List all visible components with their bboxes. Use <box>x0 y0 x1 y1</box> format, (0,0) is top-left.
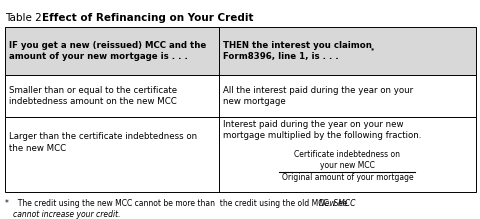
Text: Effect of Refinancing on Your Credit: Effect of Refinancing on Your Credit <box>42 13 253 23</box>
Text: Certificate indebtedness on
your new MCC: Certificate indebtedness on your new MCC <box>294 150 399 170</box>
Text: Larger than the certificate indebtedness on
the new MCC: Larger than the certificate indebtedness… <box>9 132 197 153</box>
Bar <box>5 75 475 117</box>
Bar <box>5 117 475 192</box>
Text: Interest paid during the year on your new
mortgage multiplied by the following f: Interest paid during the year on your ne… <box>222 120 420 140</box>
Text: IF you get a new (reissued) MCC and the
amount of your new mortgage is . . .: IF you get a new (reissued) MCC and the … <box>9 41 206 61</box>
Text: The credit using the new MCC cannot be more than  the credit using the old MCC. : The credit using the new MCC cannot be m… <box>13 199 349 208</box>
Text: All the interest paid during the year on your
new mortgage: All the interest paid during the year on… <box>222 86 412 106</box>
Text: Original amount of your mortgage: Original amount of your mortgage <box>281 173 412 182</box>
Text: New MCC: New MCC <box>318 199 355 208</box>
Text: Smaller than or equal to the certificate
indebtedness amount on the new MCC: Smaller than or equal to the certificate… <box>9 86 177 106</box>
Text: Table 2.: Table 2. <box>5 13 51 23</box>
Text: *: * <box>370 48 373 53</box>
Text: THEN the interest you claimon
Form8396, line 1, is . . .: THEN the interest you claimon Form8396, … <box>222 41 371 61</box>
Bar <box>5 27 475 75</box>
Text: *: * <box>5 199 9 208</box>
Text: cannot increase your credit.: cannot increase your credit. <box>13 210 120 219</box>
